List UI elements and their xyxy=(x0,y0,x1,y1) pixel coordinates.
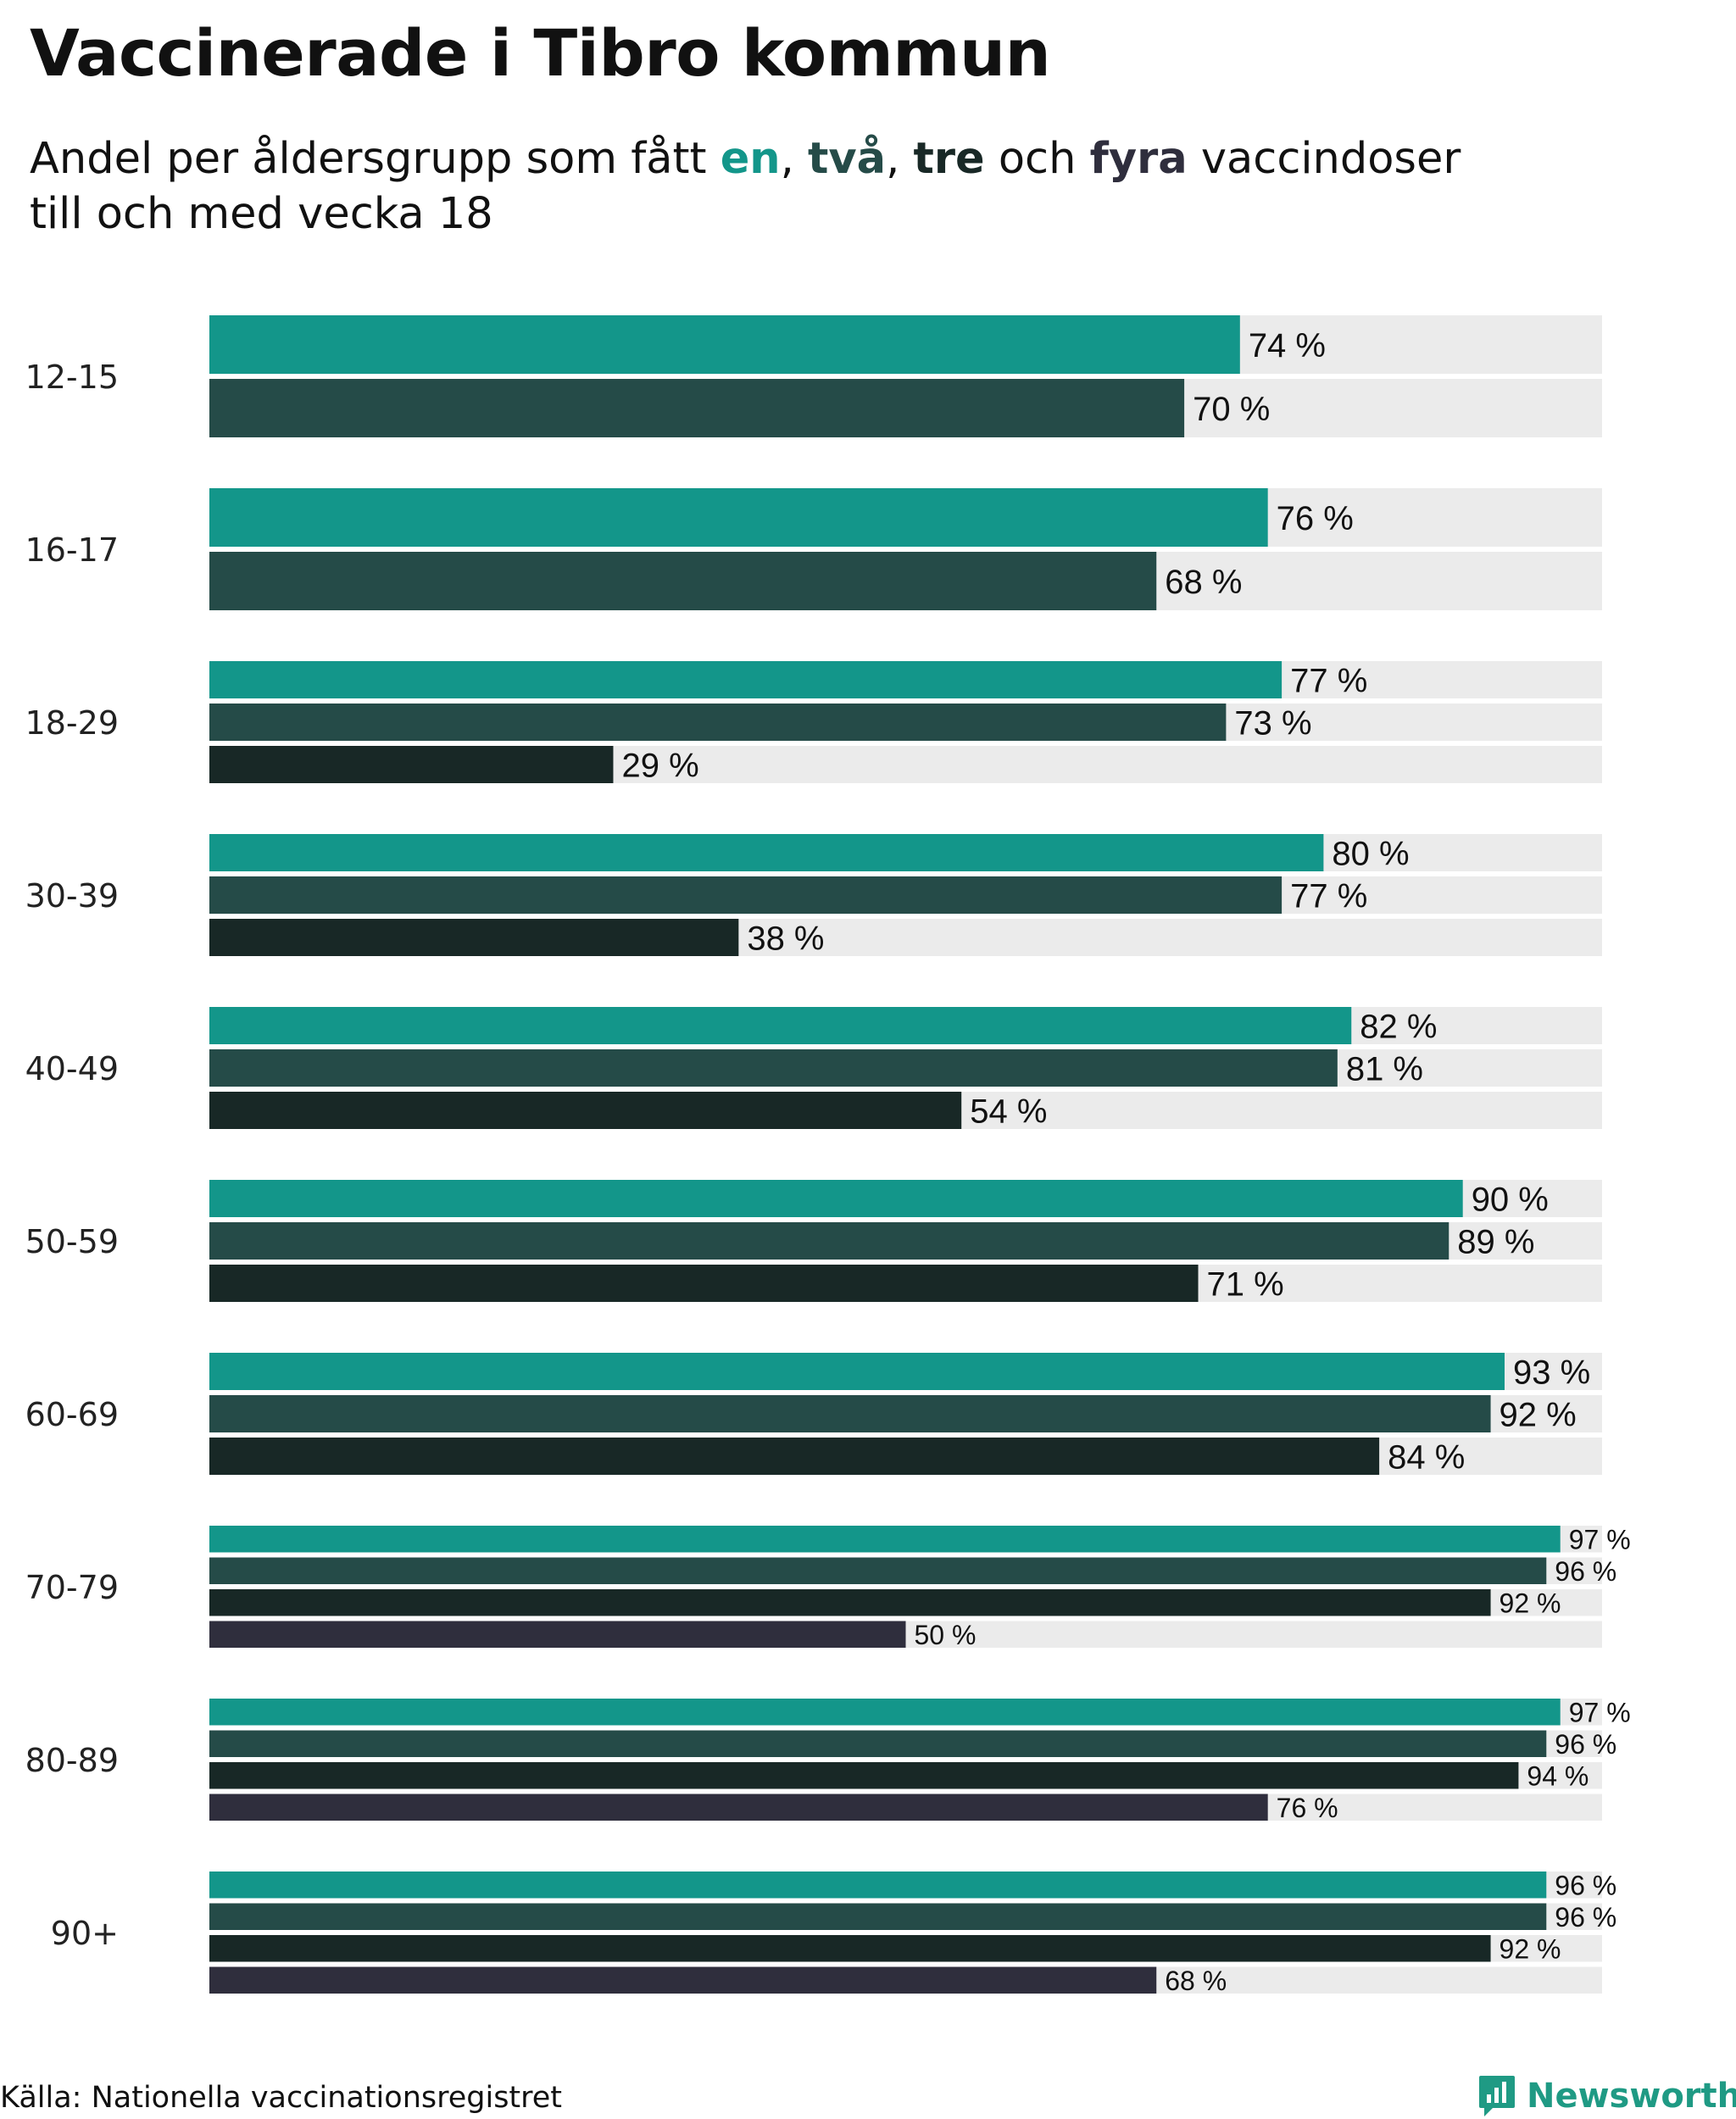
data-label: 80 % xyxy=(1332,835,1409,872)
bar-två xyxy=(209,876,1283,914)
data-label: 92 % xyxy=(1500,1933,1561,1964)
bar-tre xyxy=(209,919,739,956)
bar-fyra xyxy=(209,1794,1268,1821)
subtitle-dose-en: en xyxy=(720,134,781,184)
data-label: 29 % xyxy=(621,747,698,784)
bar-två xyxy=(209,552,1157,610)
bar-två xyxy=(209,704,1227,741)
bar-tre xyxy=(209,1762,1519,1789)
bar-en xyxy=(209,315,1240,374)
data-label: 92 % xyxy=(1500,1588,1561,1618)
data-label: 73 % xyxy=(1234,704,1311,742)
bar-tre xyxy=(209,1438,1380,1475)
subtitle-prefix: Andel per åldersgrupp som fått xyxy=(30,134,721,184)
data-label: 38 % xyxy=(747,920,824,957)
bar-chart: 12-15 74 % 70 % 16-17 76 % 68 % 18-29 77 % 73 % 2… xyxy=(25,315,1631,1996)
data-label: 50 % xyxy=(915,1620,976,1650)
data-label: 76 % xyxy=(1277,500,1354,537)
bar-en xyxy=(209,1526,1561,1553)
data-label: 81 % xyxy=(1346,1050,1423,1087)
bar-två xyxy=(209,1730,1547,1757)
data-label: 68 % xyxy=(1165,1966,1227,1996)
subtitle-dose-tre: tre xyxy=(913,134,985,184)
data-label: 54 % xyxy=(970,1093,1047,1130)
data-label: 96 % xyxy=(1555,1729,1616,1760)
bar-två xyxy=(209,379,1185,437)
category-label: 80-89 xyxy=(25,1742,119,1779)
bar-tre xyxy=(209,1935,1491,1962)
bar-två xyxy=(209,1222,1449,1260)
subtitle-dose-tva: två xyxy=(808,134,887,184)
bar-tre xyxy=(209,1265,1199,1302)
bar-två xyxy=(209,1903,1547,1930)
brand-name: Newsworthy xyxy=(1527,2077,1736,2116)
bar-en xyxy=(209,834,1324,871)
data-label: 76 % xyxy=(1277,1793,1338,1823)
chart-title: Vaccinerade i Tibro kommun xyxy=(30,15,1051,91)
data-label: 84 % xyxy=(1388,1438,1465,1476)
data-label: 92 % xyxy=(1500,1396,1577,1433)
subtitle-dose-fyra: fyra xyxy=(1089,134,1188,184)
bar-en xyxy=(209,661,1283,698)
bar-tre xyxy=(209,1092,962,1129)
category-label: 60-69 xyxy=(25,1396,119,1433)
subtitle-separator: och xyxy=(984,134,1090,184)
category-label: 70-79 xyxy=(25,1569,119,1606)
data-label: 96 % xyxy=(1555,1870,1616,1900)
bar-en xyxy=(209,1180,1463,1217)
category-label: 50-59 xyxy=(25,1223,119,1260)
data-label: 74 % xyxy=(1249,327,1326,364)
bar-en xyxy=(209,1699,1561,1726)
category-label: 16-17 xyxy=(25,531,119,569)
data-label: 77 % xyxy=(1290,877,1367,915)
bar-tre xyxy=(209,746,614,783)
data-label: 97 % xyxy=(1569,1697,1631,1727)
bar-en xyxy=(209,1353,1505,1390)
data-label: 90 % xyxy=(1472,1181,1549,1218)
data-label: 68 % xyxy=(1165,564,1242,601)
bar-två xyxy=(209,1557,1547,1584)
bar-en xyxy=(209,1872,1547,1899)
category-label: 40-49 xyxy=(25,1050,119,1087)
data-label: 96 % xyxy=(1555,1556,1616,1587)
data-label: 94 % xyxy=(1527,1760,1589,1791)
bar-en xyxy=(209,1007,1352,1044)
subtitle-separator: , xyxy=(886,134,914,184)
data-label: 70 % xyxy=(1193,391,1270,428)
subtitle-line2: till och med vecka 18 xyxy=(30,189,493,239)
data-label: 77 % xyxy=(1290,662,1367,699)
data-label: 89 % xyxy=(1457,1223,1534,1260)
bar-två xyxy=(209,1049,1338,1087)
category-label: 90+ xyxy=(51,1915,119,1952)
source-note: Källa: Nationella vaccinationsregistret xyxy=(0,2081,563,2115)
data-label: 71 % xyxy=(1207,1265,1284,1303)
brand-logo: Newsworthy xyxy=(1477,2074,1736,2118)
data-label: 82 % xyxy=(1360,1008,1437,1045)
subtitle-separator: , xyxy=(780,134,809,184)
newsworthy-logo-icon xyxy=(1479,2076,1515,2116)
bar-tre xyxy=(209,1589,1491,1616)
bar-två xyxy=(209,1395,1491,1432)
bar-fyra xyxy=(209,1966,1157,1994)
data-label: 96 % xyxy=(1555,1902,1616,1933)
data-label: 93 % xyxy=(1513,1354,1590,1391)
bar-fyra xyxy=(209,1621,906,1648)
bar-en xyxy=(209,488,1268,547)
chart-subtitle: Andel per åldersgrupp som fått en, två, … xyxy=(30,131,1683,242)
category-label: 30-39 xyxy=(25,877,119,915)
category-label: 12-15 xyxy=(25,359,119,396)
subtitle-suffix: vaccindoser xyxy=(1187,134,1461,184)
category-label: 18-29 xyxy=(25,704,119,742)
data-label: 97 % xyxy=(1569,1524,1631,1554)
